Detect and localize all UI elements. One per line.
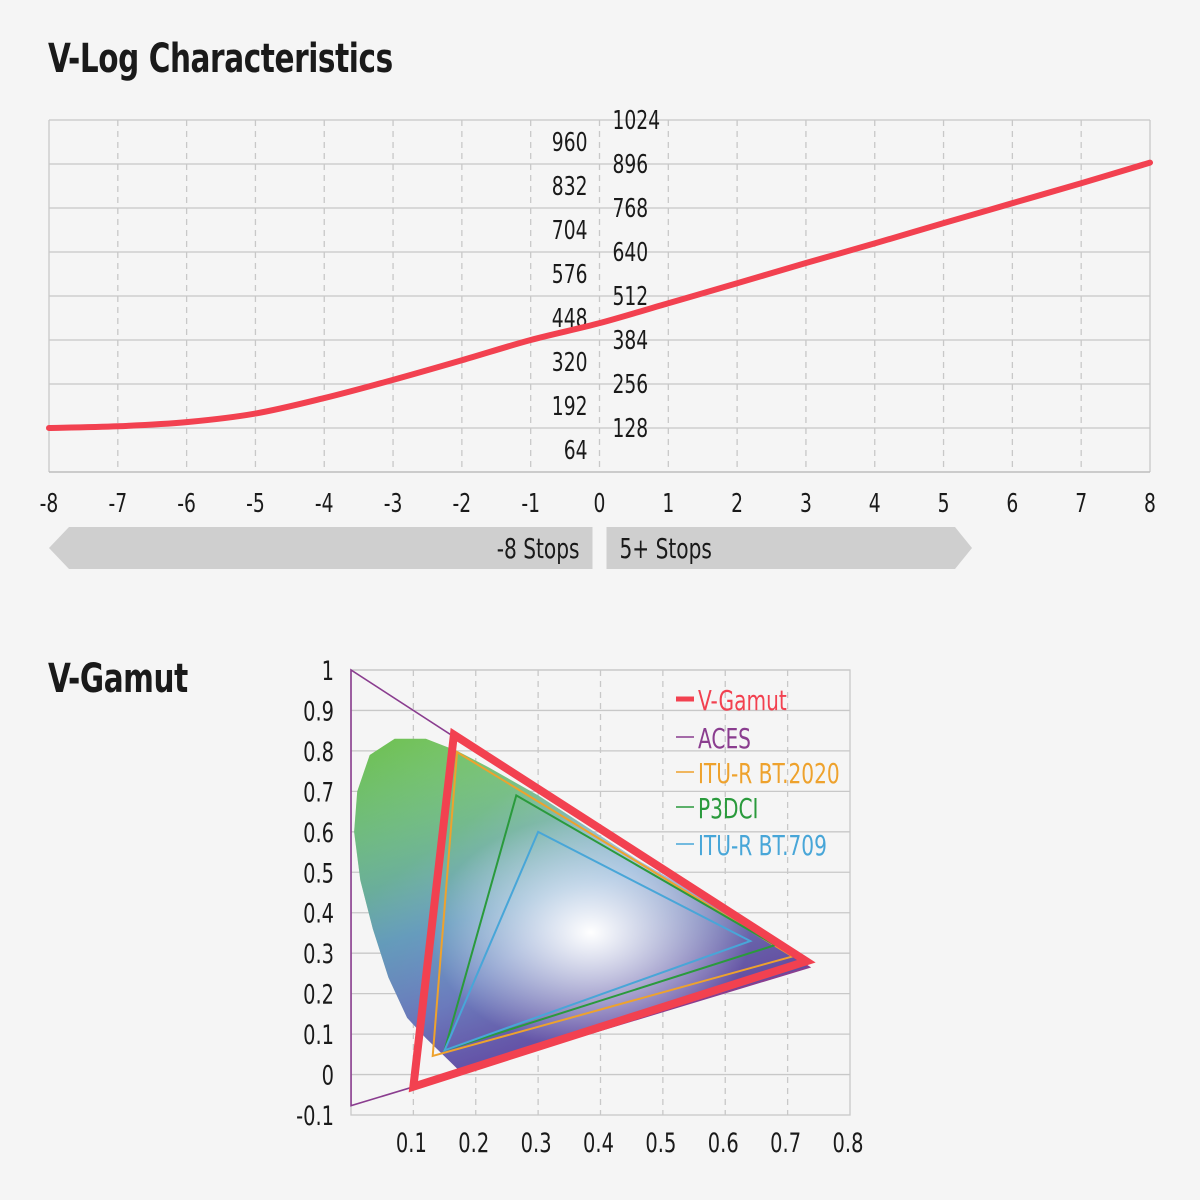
gamut-y-tick-label: 0 bbox=[322, 1059, 334, 1091]
vlog-x-tick-label: -5 bbox=[246, 488, 265, 519]
vlog-x-tick-label: 1 bbox=[662, 488, 674, 519]
vgamut-chart-title: V-Gamut bbox=[48, 656, 188, 702]
stops-right-label: 5+ Stops bbox=[620, 531, 712, 564]
stops-left-label: -8 Stops bbox=[497, 531, 580, 564]
vlog-x-tick-label: -7 bbox=[108, 488, 127, 519]
vlog-y-tick-label-right: 768 bbox=[613, 193, 649, 224]
gamut-y-tick-label: 0.8 bbox=[303, 736, 334, 768]
stops-right-arrow bbox=[606, 527, 972, 569]
gamut-triangle-p3dci bbox=[443, 793, 778, 1052]
vlog-y-tick-label-right: 384 bbox=[613, 325, 649, 356]
gamut-x-tick-label: 0.5 bbox=[645, 1127, 676, 1159]
gamut-y-tick-label: 0.6 bbox=[303, 816, 334, 848]
gamut-x-tick-label: 0.7 bbox=[770, 1127, 801, 1159]
vlog-y-tick-label-right: 256 bbox=[613, 369, 649, 400]
gamut-triangle-v-gamut bbox=[408, 727, 816, 1093]
vlog-y-tick-label-left: 832 bbox=[552, 171, 588, 202]
vlog-chart: -8 -7 -6 -5 -4 -3 -2 -1 0 1 2 3 4 5 6 7 8641923204485767… bbox=[40, 105, 1156, 569]
vlog-x-tick-label: -4 bbox=[315, 488, 334, 519]
vlog-x-tick-label: 4 bbox=[869, 488, 881, 519]
vlog-y-tick-label-left: 192 bbox=[552, 391, 588, 422]
gamut-y-tick-label: 0.9 bbox=[303, 695, 334, 727]
vlog-y-tick-label-right: 1024 bbox=[613, 105, 661, 136]
gamut-y-tick-label: 0.2 bbox=[303, 978, 334, 1010]
gamut-y-tick-label: 1 bbox=[322, 655, 334, 687]
gamut-triangle-itu-r-bt-709 bbox=[442, 830, 753, 1052]
vlog-y-tick-label-right: 640 bbox=[613, 237, 649, 268]
gamut-x-tick-label: 0.4 bbox=[583, 1127, 614, 1159]
gamut-y-tick-label: 0.7 bbox=[303, 776, 334, 808]
vlog-x-tick-label: 6 bbox=[1006, 488, 1018, 519]
vlog-x-tick-label: -1 bbox=[521, 488, 540, 519]
legend-label: V-Gamut bbox=[698, 683, 787, 716]
gamut-y-tick-label: -0.1 bbox=[296, 1100, 334, 1132]
vlog-x-tick-label: -3 bbox=[384, 488, 403, 519]
vlog-y-tick-label-left: 960 bbox=[552, 127, 588, 158]
gamut-y-tick-label: 0.1 bbox=[303, 1019, 334, 1051]
gamut-triangle-itu-r-bt-2020 bbox=[431, 750, 796, 1058]
vlog-x-tick-label: 8 bbox=[1144, 488, 1156, 519]
gamut-x-tick-label: 0.3 bbox=[521, 1127, 552, 1159]
gamut-x-tick-label: 0.2 bbox=[458, 1127, 489, 1159]
gamut-y-tick-label: 0.4 bbox=[303, 897, 334, 929]
vlog-x-tick-label: 3 bbox=[800, 488, 812, 519]
stops-left-arrow bbox=[49, 527, 593, 569]
gamut-y-tick-label: 0.3 bbox=[303, 938, 334, 970]
vlog-y-tick-label-left: 704 bbox=[552, 215, 588, 246]
gamut-x-tick-label: 0.6 bbox=[708, 1127, 739, 1159]
vlog-x-tick-label: 0 bbox=[594, 488, 606, 519]
spectral-locus-white-point bbox=[354, 738, 810, 1073]
legend-label: ACES bbox=[698, 721, 751, 754]
gamut-y-tick-label: 0.5 bbox=[303, 857, 334, 889]
vlog-x-tick-label: 7 bbox=[1075, 488, 1087, 519]
vlog-y-tick-label-left: 320 bbox=[552, 347, 588, 378]
vlog-y-tick-label-right: 896 bbox=[613, 149, 649, 180]
vlog-x-tick-label: 2 bbox=[731, 488, 743, 519]
legend-label: P3DCI bbox=[698, 791, 758, 824]
vlog-x-tick-label: -6 bbox=[177, 488, 196, 519]
legend-label: ITU-R BT.2020 bbox=[698, 756, 840, 789]
vlog-curve bbox=[46, 159, 1153, 431]
vlog-y-tick-label-left: 64 bbox=[564, 435, 588, 466]
vlog-y-tick-label-right: 512 bbox=[613, 281, 649, 312]
vlog-x-tick-label: 5 bbox=[938, 488, 950, 519]
gamut-x-tick-label: 0.1 bbox=[396, 1127, 427, 1159]
vlog-x-tick-label: -2 bbox=[453, 488, 472, 519]
vlog-y-tick-label-left: 576 bbox=[552, 259, 588, 290]
gamut-x-tick-label: 0.8 bbox=[833, 1127, 864, 1159]
vlog-chart-title: V-Log Characteristics bbox=[48, 36, 393, 82]
vlog-y-tick-label-right: 128 bbox=[613, 413, 649, 444]
vlog-x-tick-label: -8 bbox=[40, 488, 59, 519]
legend-label: ITU-R BT.709 bbox=[698, 828, 827, 861]
